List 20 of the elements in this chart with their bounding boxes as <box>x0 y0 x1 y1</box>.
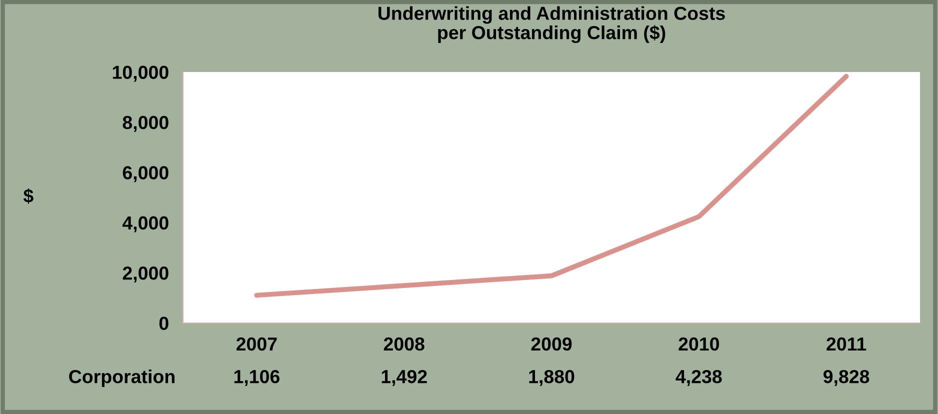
data-label: 9,828 <box>823 370 870 386</box>
x-tick-label: 2010 <box>678 337 719 351</box>
y-tick-label: 4,000 <box>122 216 168 232</box>
x-tick-label: 2008 <box>384 337 424 351</box>
text: Corporation <box>69 369 174 387</box>
chart-title: Underwriting and Administration Costs per Outstanding Claim ($) <box>378 6 725 44</box>
data-label: 1,880 <box>529 370 574 386</box>
line-series <box>254 74 849 298</box>
data-label: 1,106 <box>234 370 280 386</box>
y-tick-label: 6,000 <box>122 166 168 182</box>
x-tick-label: 2009 <box>531 337 572 351</box>
y-tick-label: 0 <box>159 316 168 330</box>
y-tick-label: 2,000 <box>122 266 168 282</box>
data-label: 4,238 <box>676 370 722 386</box>
x-tick-label: 2007 <box>236 337 277 351</box>
y-tick-label: 10,000 <box>112 66 168 82</box>
y-tick-label: 8,000 <box>122 116 168 132</box>
x-tick-label: 2011 <box>826 337 866 351</box>
y-axis-title: $ <box>23 188 34 204</box>
data-label: 1,492 <box>382 370 427 386</box>
